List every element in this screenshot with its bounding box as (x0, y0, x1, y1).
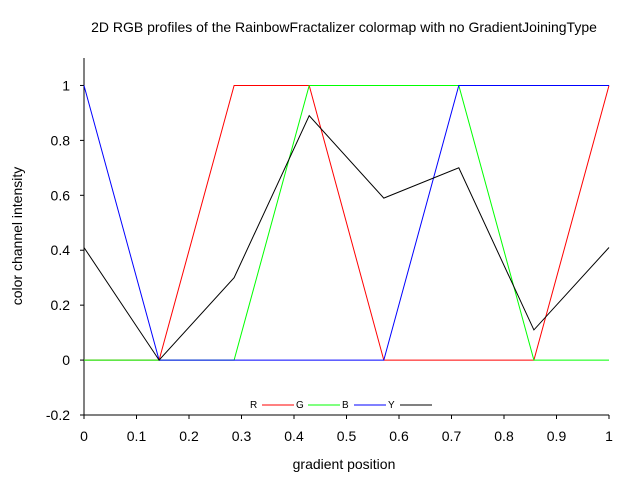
y-tick-label: 0.8 (51, 132, 71, 148)
series-line-b (83, 85, 609, 361)
y-axis-label: color channel intensity (9, 167, 25, 306)
y-tick-label: -0.2 (46, 407, 70, 423)
x-tick-label: 0.9 (547, 428, 567, 444)
y-tick-label: 0 (62, 352, 70, 368)
x-tick-label: 1 (605, 428, 613, 444)
y-tick-label: 0.4 (51, 242, 71, 258)
x-tick-label: 0.7 (442, 428, 462, 444)
series-line-r (84, 85, 610, 361)
legend-label-y: Y (388, 400, 395, 411)
y-tick-label: 0.2 (51, 297, 71, 313)
axes: 0 0.1 0.2 0.3 0.4 0.5 0.6 0.7 0.8 0.9 1 -0.2 0 0.2 0.4… (46, 58, 613, 444)
legend-label-r: R (250, 400, 257, 411)
chart-title: 2D RGB profiles of the RainbowFractalize… (91, 19, 597, 35)
x-tick-label: 0.5 (337, 428, 357, 444)
x-axis-label: gradient position (293, 456, 396, 472)
legend-label-b: B (342, 400, 349, 411)
y-tick-label: 1 (62, 77, 70, 93)
series-line-y (83, 114, 610, 361)
x-tick-label: 0.4 (284, 428, 304, 444)
x-tick-label: 0.2 (179, 428, 199, 444)
x-tick-label: 0 (80, 428, 88, 444)
series-layer (83, 85, 610, 361)
x-tick-label: 0.1 (127, 428, 147, 444)
y-tick-label: 0.6 (51, 187, 71, 203)
x-tick-label: 0.8 (494, 428, 514, 444)
x-tick-label: 0.3 (232, 428, 252, 444)
x-tick-label: 0.6 (389, 428, 409, 444)
legend-label-g: G (296, 400, 304, 411)
